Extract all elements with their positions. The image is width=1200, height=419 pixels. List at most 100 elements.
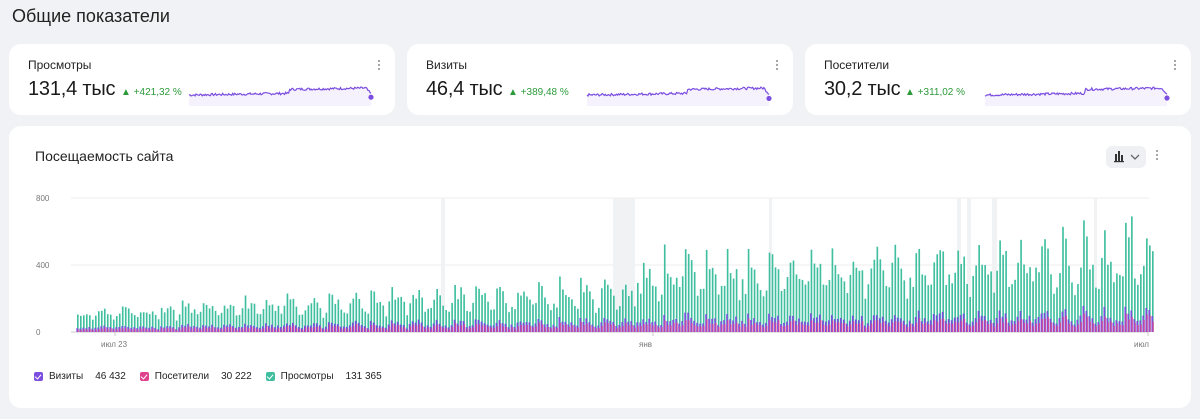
x-tick-label: июл 23	[101, 340, 128, 349]
bar-views	[1020, 239, 1022, 332]
bar-visits	[651, 322, 653, 332]
more-options-icon[interactable]	[377, 60, 381, 74]
bar-visits	[504, 323, 507, 332]
bar-views	[94, 315, 97, 332]
bar-visitors	[583, 325, 585, 332]
legend-value: 46 432	[95, 371, 126, 382]
bar-visits	[480, 321, 483, 332]
bar-views	[550, 310, 552, 332]
bar-visitors	[305, 327, 307, 332]
bar-views	[352, 298, 355, 332]
bar-visitors	[325, 328, 328, 332]
more-options-icon[interactable]	[1173, 60, 1177, 74]
bar-views	[672, 284, 675, 332]
bar-visitors	[505, 326, 508, 332]
bar-visitors	[125, 327, 127, 332]
bar-visitors	[754, 323, 756, 332]
bar-visitors	[278, 327, 280, 332]
bar-visits	[384, 327, 387, 332]
bar-views	[879, 259, 882, 332]
bar-views	[373, 291, 376, 332]
sparkline-end-dot	[766, 95, 772, 102]
bar-views	[750, 267, 753, 332]
bar-visits	[303, 325, 306, 332]
bar-views	[705, 249, 708, 332]
bar-views	[514, 309, 516, 332]
bar-visitors	[86, 329, 88, 332]
chart-title: Посещаемость сайта	[35, 148, 174, 164]
bar-views	[624, 284, 627, 332]
bar-visits	[636, 322, 639, 332]
legend-label: Просмотры	[280, 371, 334, 382]
traffic-chart[interactable]: 800 400 0 июл 23 янв июл	[9, 126, 1191, 408]
bar-visits	[250, 325, 252, 332]
kpi-card-views[interactable]: Просмотры 131,4 тыс ▲ +421,32 %	[9, 44, 395, 115]
bar-views	[472, 302, 474, 332]
bar-views	[523, 291, 525, 332]
bar-visitors	[212, 326, 214, 332]
bar-visitors	[529, 325, 531, 332]
bar-visitors	[951, 323, 954, 332]
bar-visits	[1133, 319, 1136, 332]
bar-views	[562, 289, 564, 332]
bar-visits	[609, 320, 612, 332]
bar-visits	[705, 314, 707, 332]
kpi-card-visitors[interactable]: Посетители 30,2 тыс ▲ +311,02 %	[805, 44, 1191, 115]
bar-visits	[142, 326, 144, 332]
bar-visitors	[715, 322, 717, 332]
bar-views	[361, 308, 364, 332]
bar-visitors	[233, 327, 235, 332]
kpi-sparkline	[188, 86, 374, 106]
legend-item-views[interactable]: Просмотры 131 365	[265, 371, 382, 382]
bar-views	[1089, 269, 1091, 332]
bar-visits	[100, 326, 103, 332]
bar-visits	[489, 325, 492, 332]
kpi-card-visits[interactable]: Визиты 46,4 тыс ▲ +389,48 %	[407, 44, 793, 115]
bar-visits	[339, 326, 342, 332]
bar-visits	[187, 323, 189, 332]
bar-visits	[474, 319, 477, 332]
bar-views	[283, 305, 286, 332]
bar-visitors	[296, 327, 298, 332]
checkbox-icon[interactable]	[139, 372, 149, 381]
bar-visitors	[879, 323, 882, 332]
bar-visits	[1079, 315, 1082, 332]
bar-visits	[184, 325, 186, 332]
bar-visits	[441, 326, 444, 332]
legend-value: 131 365	[345, 371, 382, 382]
bar-visitors	[269, 327, 271, 332]
legend-item-visits[interactable]: Визиты 46 432	[34, 371, 126, 382]
bar-visitors	[996, 323, 999, 332]
bar-views	[325, 312, 328, 332]
bar-visitors	[439, 326, 442, 332]
bar-visits	[283, 325, 285, 332]
bar-visitors	[152, 328, 154, 332]
bar-visitors	[981, 320, 984, 332]
bar-visitors	[850, 324, 852, 332]
bar-views	[894, 244, 897, 332]
checkbox-icon[interactable]	[34, 372, 43, 381]
bar-views	[972, 275, 974, 332]
bar-visitors	[709, 323, 711, 332]
chart-type-selector[interactable]	[1106, 146, 1146, 168]
bar-visitors	[823, 324, 825, 332]
bar-visitors	[751, 324, 753, 332]
bar-views	[1134, 278, 1136, 332]
bar-views	[370, 290, 373, 332]
bar-visits	[729, 319, 731, 332]
bar-visitors	[382, 327, 385, 332]
more-options-icon[interactable]	[1155, 150, 1159, 164]
checkbox-icon[interactable]	[265, 372, 275, 381]
bar-views	[223, 305, 226, 332]
legend-item-visitors[interactable]: Посетители 30 222	[139, 371, 252, 382]
bar-visitors	[1068, 323, 1070, 332]
bar-views	[828, 279, 831, 332]
legend-value: 30 222	[221, 371, 252, 382]
bar-views	[849, 274, 852, 332]
more-options-icon[interactable]	[775, 60, 779, 74]
bar-visitors	[769, 320, 771, 332]
bar-visitors	[409, 326, 412, 332]
bar-visitors	[652, 325, 654, 332]
bar-views	[181, 300, 184, 332]
bar-views	[436, 288, 438, 332]
